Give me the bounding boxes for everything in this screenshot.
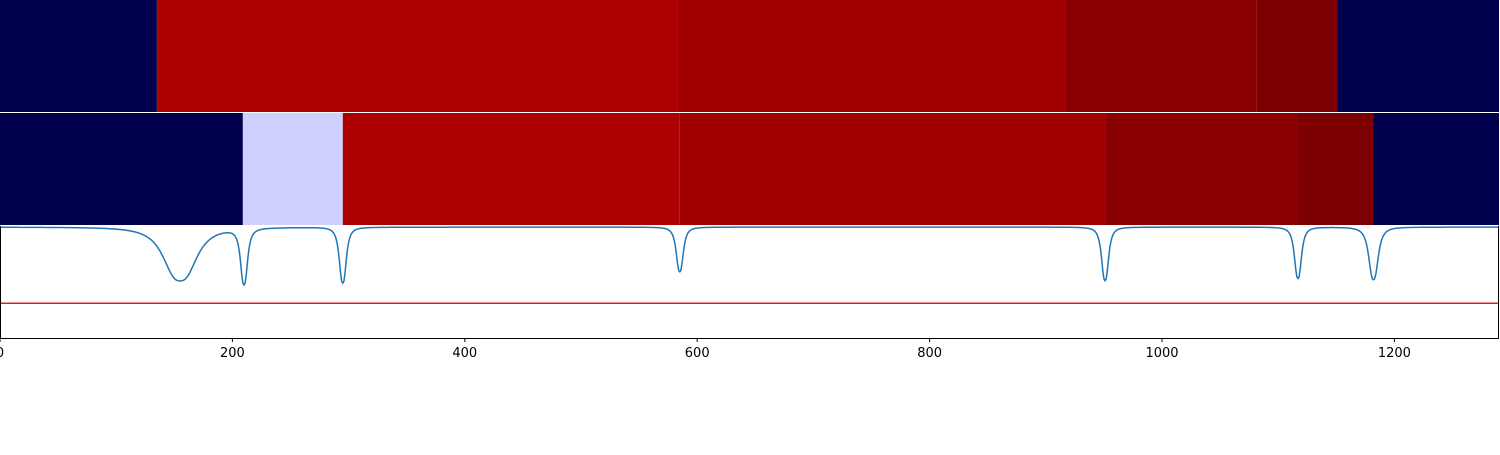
heatmap-cell-2-6 bbox=[1297, 113, 1374, 225]
heatmap-cell-1-4 bbox=[1065, 0, 1257, 112]
signal-panel bbox=[0, 226, 1499, 338]
heatmap-row-1 bbox=[0, 0, 1499, 112]
x-tick-label-200: 200 bbox=[220, 346, 245, 361]
heatmap-cell-2-1 bbox=[0, 113, 243, 225]
x-tick-label-800: 800 bbox=[917, 346, 942, 361]
x-tick-label-400: 400 bbox=[452, 346, 477, 361]
heatmap-cell-2-7 bbox=[1373, 113, 1499, 225]
x-tick-label-1000: 1000 bbox=[1145, 346, 1178, 361]
signal-background bbox=[0, 226, 1499, 338]
heatmap-cell-1-6 bbox=[1337, 0, 1499, 112]
heatmap-row-2 bbox=[0, 113, 1499, 225]
heatmap-cell-2-3 bbox=[342, 113, 680, 225]
x-tick-label-600: 600 bbox=[685, 346, 710, 361]
x-axis: 0 200 400 600 800 1000 1200 bbox=[0, 338, 1499, 361]
heatmap-cell-1-2 bbox=[156, 0, 678, 112]
heatmap-cell-1-1 bbox=[0, 0, 157, 112]
signal-line bbox=[0, 226, 1499, 286]
heatmap-rows bbox=[0, 0, 1499, 225]
heatmap-cell-2-2 bbox=[242, 113, 343, 225]
heatmap-cell-1-5 bbox=[1256, 0, 1338, 112]
heatmap-cell-1-3 bbox=[677, 0, 1066, 112]
x-tick-label-0: 0 bbox=[0, 346, 4, 361]
x-tick-label-1200: 1200 bbox=[1378, 346, 1411, 361]
heatmap-cell-2-5 bbox=[1105, 113, 1298, 225]
heatmap-cell-2-4 bbox=[679, 113, 1106, 225]
